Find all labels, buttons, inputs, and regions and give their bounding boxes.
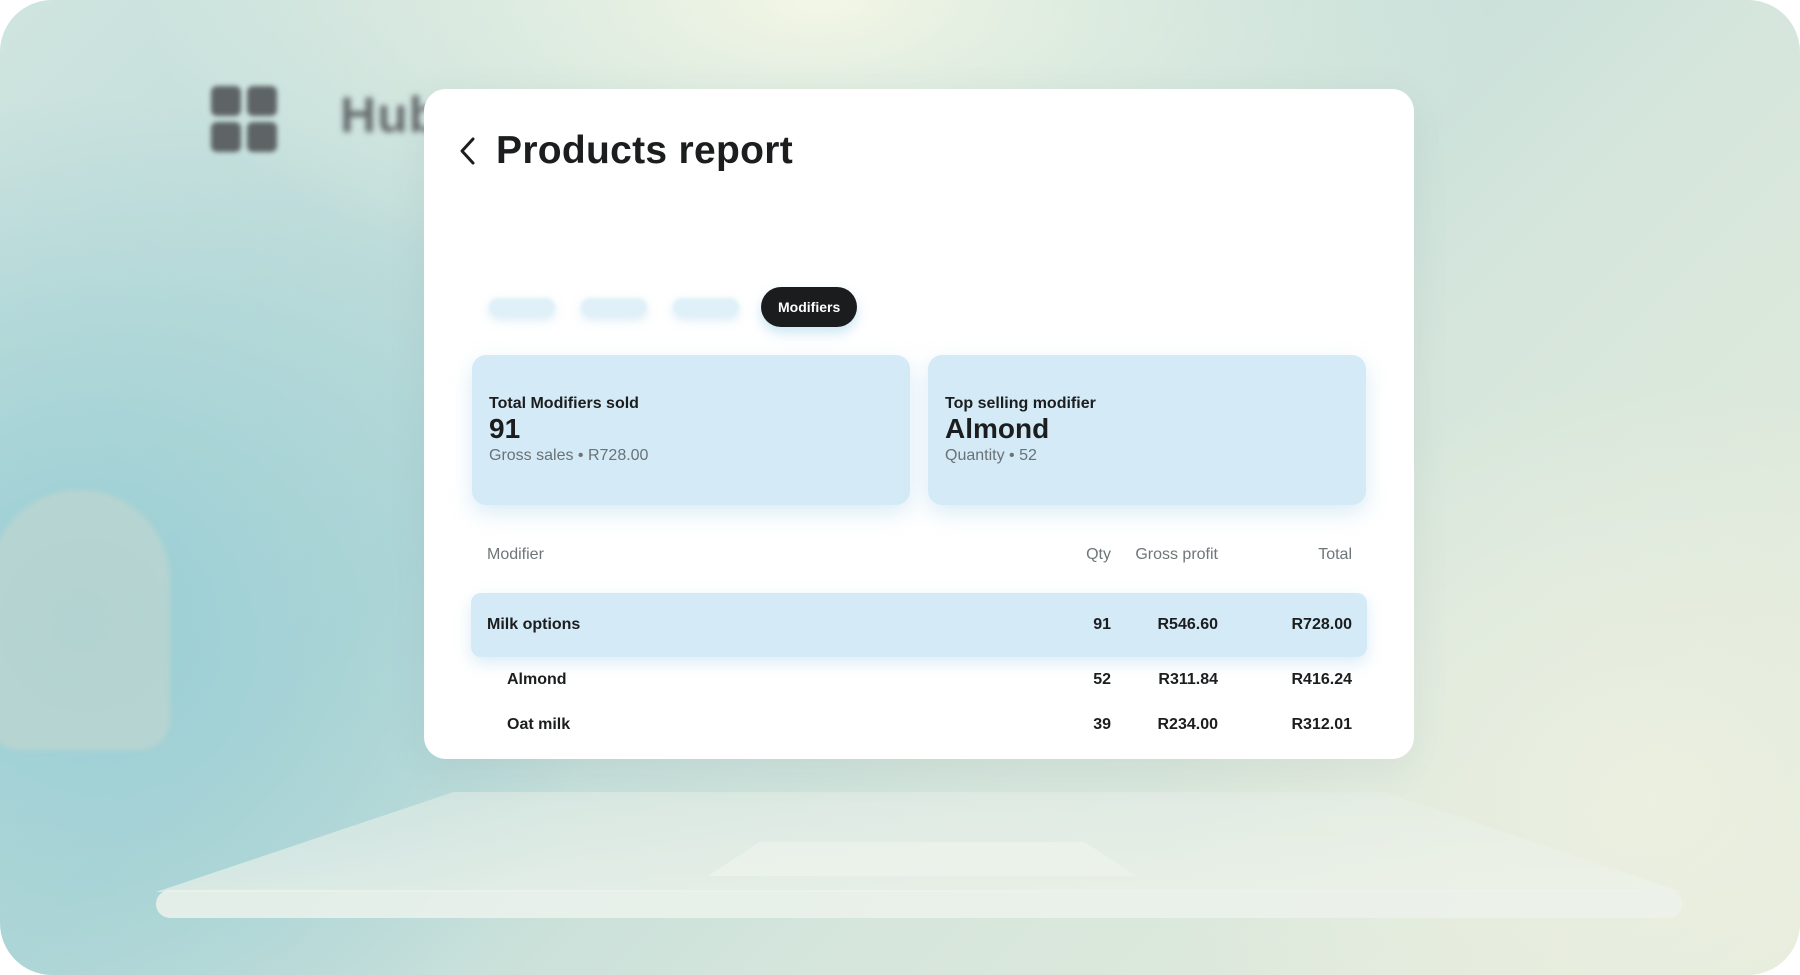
row-qty: 39 bbox=[1093, 715, 1111, 733]
stat-label: Total Modifiers sold bbox=[489, 395, 639, 412]
table-group-row[interactable]: Milk options 91 R546.60 R728.00 bbox=[471, 593, 1367, 657]
stat-card-total-modifiers: Total Modifiers sold 91 Gross sales • R7… bbox=[472, 355, 910, 505]
table-row[interactable]: Oat milk 39 R234.00 R312.01 bbox=[471, 702, 1367, 747]
report-card: Products report Modifiers Total Modifier… bbox=[424, 89, 1414, 759]
stat-label: Top selling modifier bbox=[945, 395, 1096, 412]
row-total: R416.24 bbox=[1291, 670, 1353, 688]
modifiers-table: Modifier Qty Gross profit Total Milk opt… bbox=[471, 533, 1367, 747]
stat-subtext: Quantity • 52 bbox=[945, 447, 1037, 464]
table-row[interactable]: Almond 52 R311.84 R416.24 bbox=[471, 657, 1367, 702]
group-qty: 91 bbox=[1093, 616, 1111, 633]
report-header: Products report bbox=[454, 129, 793, 173]
group-total: R728.00 bbox=[1291, 616, 1353, 633]
laptop-lip bbox=[156, 890, 1682, 918]
app-logo-icon bbox=[211, 86, 277, 152]
row-gross-profit: R311.84 bbox=[1158, 670, 1218, 688]
row-name: Almond bbox=[507, 670, 567, 688]
tab-placeholder[interactable] bbox=[673, 298, 739, 316]
tab-placeholder[interactable] bbox=[581, 298, 647, 316]
column-header-gross-profit[interactable]: Gross profit bbox=[1135, 546, 1218, 563]
row-qty: 52 bbox=[1093, 670, 1111, 688]
laptop-trackpad bbox=[708, 842, 1136, 876]
group-name: Milk options bbox=[487, 616, 581, 633]
group-gross-profit: R546.60 bbox=[1157, 616, 1219, 633]
chevron-left-icon bbox=[460, 137, 475, 165]
column-header-qty[interactable]: Qty bbox=[1086, 546, 1111, 563]
blurred-figure bbox=[0, 490, 170, 750]
tab-modifiers[interactable]: Modifiers bbox=[761, 287, 858, 327]
back-button[interactable] bbox=[454, 133, 482, 169]
tab-placeholder[interactable] bbox=[489, 298, 555, 316]
page-title: Products report bbox=[496, 129, 794, 172]
stat-value: 91 bbox=[489, 413, 521, 444]
table-header-row: Modifier Qty Gross profit Total bbox=[471, 533, 1367, 577]
column-header-modifier[interactable]: Modifier bbox=[487, 546, 544, 563]
brand-name: Hub bbox=[340, 87, 441, 143]
stat-subtext: Gross sales • R728.00 bbox=[489, 447, 649, 464]
report-tabs: Modifiers bbox=[489, 287, 858, 327]
row-total: R312.01 bbox=[1291, 715, 1353, 733]
row-name: Oat milk bbox=[507, 715, 571, 733]
stat-value: Almond bbox=[945, 413, 1050, 444]
row-gross-profit: R234.00 bbox=[1157, 715, 1219, 733]
summary-stats: Total Modifiers sold 91 Gross sales • R7… bbox=[472, 355, 1384, 505]
stat-card-top-modifier: Top selling modifier Almond Quantity • 5… bbox=[928, 355, 1366, 505]
column-header-total[interactable]: Total bbox=[1318, 546, 1352, 563]
